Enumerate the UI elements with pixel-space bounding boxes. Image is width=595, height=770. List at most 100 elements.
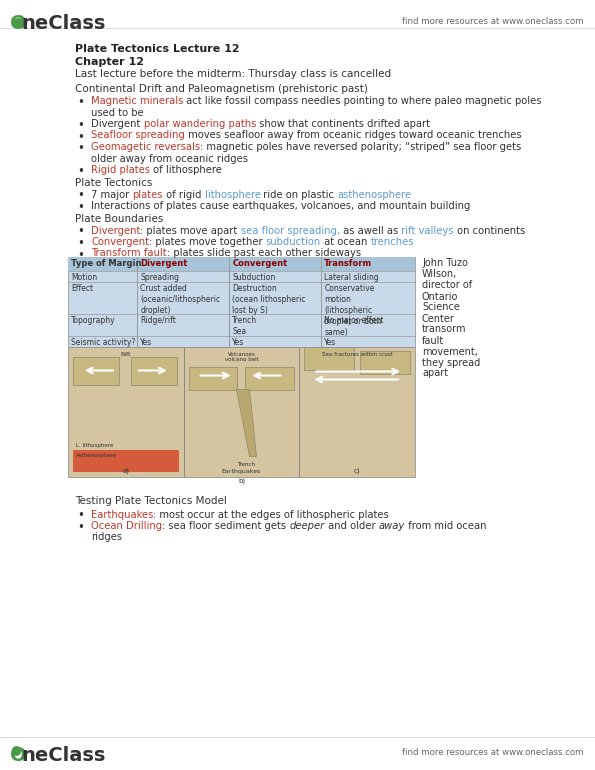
Text: subduction: subduction: [266, 237, 321, 247]
Text: Divergent: Divergent: [91, 119, 143, 129]
Text: Motion: Motion: [71, 273, 97, 282]
Text: Trench: Trench: [237, 461, 255, 467]
Bar: [304, 346, 354, 370]
Text: asthenosphere: asthenosphere: [337, 189, 412, 199]
Text: : plates move together: : plates move together: [149, 237, 266, 247]
Text: at ocean: at ocean: [321, 237, 371, 247]
Text: Crust added
(oceanic/lithospheric
droplet): Crust added (oceanic/lithospheric drople…: [140, 284, 221, 315]
Text: •: •: [77, 142, 84, 155]
Text: moves seafloor away from oceanic ridges toward oceanic trenches: moves seafloor away from oceanic ridges …: [185, 130, 521, 140]
Text: Sea fractures within crust: Sea fractures within crust: [322, 351, 393, 357]
Text: polar wandering paths: polar wandering paths: [143, 119, 256, 129]
Text: find more resources at www.oneclass.com: find more resources at www.oneclass.com: [402, 748, 583, 757]
Text: Yes: Yes: [140, 338, 153, 347]
Text: Plate Boundaries: Plate Boundaries: [75, 213, 164, 223]
Text: Conservative
motion
(lithospheric
droplet or both
same): Conservative motion (lithospheric drople…: [324, 284, 382, 337]
Text: neClass: neClass: [21, 14, 105, 33]
Text: •: •: [77, 201, 84, 214]
Text: •: •: [77, 189, 84, 203]
Bar: [360, 350, 410, 373]
Polygon shape: [236, 390, 256, 457]
Bar: [68, 346, 184, 477]
Text: and older: and older: [325, 521, 378, 531]
Text: Plate Tectonics: Plate Tectonics: [75, 178, 152, 188]
Text: •: •: [77, 249, 84, 262]
Text: of lithosphere: of lithosphere: [150, 165, 222, 175]
Text: Seismic activity?: Seismic activity?: [71, 338, 136, 347]
Text: show that continents drifted apart: show that continents drifted apart: [256, 119, 430, 129]
Text: Subduction: Subduction: [233, 273, 275, 282]
Text: Transform fault: Transform fault: [91, 249, 167, 259]
Text: away: away: [378, 521, 405, 531]
Text: : sea floor sediment gets: : sea floor sediment gets: [162, 521, 289, 531]
Text: Continental Drift and Paleomagnetism (prehistoric past): Continental Drift and Paleomagnetism (pr…: [75, 84, 368, 94]
Text: No major effect: No major effect: [324, 316, 384, 325]
Text: sea floor spreading,: sea floor spreading,: [241, 226, 340, 236]
Text: •: •: [77, 119, 84, 132]
Text: fault: fault: [422, 336, 444, 346]
Text: Transform: Transform: [324, 259, 372, 268]
Text: Rigid plates: Rigid plates: [91, 165, 150, 175]
Text: ●: ●: [10, 743, 21, 756]
Text: as awell as: as awell as: [340, 226, 401, 236]
Text: Lateral sliding: Lateral sliding: [324, 273, 379, 282]
Text: neClass: neClass: [21, 746, 105, 765]
Text: •: •: [77, 165, 84, 178]
Text: Rift: Rift: [121, 351, 131, 357]
Text: Seafloor spreading: Seafloor spreading: [91, 130, 185, 140]
Text: •: •: [77, 510, 84, 523]
Bar: [73, 357, 119, 384]
Text: Ontario: Ontario: [422, 292, 458, 302]
Text: : plates move apart: : plates move apart: [140, 226, 241, 236]
Text: act like fossil compass needles pointing to where paleo magnetic poles: act like fossil compass needles pointing…: [183, 96, 542, 106]
Text: Ocean Drilling: Ocean Drilling: [91, 521, 162, 531]
Text: : most occur at the edges of lithospheric plates: : most occur at the edges of lithospheri…: [154, 510, 389, 520]
Text: Geomagetic reversals: Geomagetic reversals: [91, 142, 200, 152]
Text: Wilson,: Wilson,: [422, 270, 457, 280]
Text: •: •: [77, 130, 84, 143]
Text: of rigid: of rigid: [163, 189, 205, 199]
Text: •: •: [77, 237, 84, 250]
Text: Plate Tectonics Lecture 12: Plate Tectonics Lecture 12: [75, 44, 240, 54]
Text: Spreading: Spreading: [140, 273, 180, 282]
Text: Destruction
(ocean lithospheric
lost by S): Destruction (ocean lithospheric lost by …: [233, 284, 306, 315]
Text: Yes: Yes: [324, 338, 337, 347]
Text: Topography: Topography: [71, 316, 115, 325]
Text: Type of Margin: Type of Margin: [71, 259, 142, 268]
Text: Convergent: Convergent: [233, 259, 287, 268]
Text: director of: director of: [422, 280, 472, 290]
Text: ride on plastic: ride on plastic: [261, 189, 337, 199]
Text: c): c): [354, 468, 361, 474]
Polygon shape: [245, 367, 295, 390]
Text: 7 major: 7 major: [91, 189, 132, 199]
Bar: [68, 256, 415, 346]
Text: Volcanoes
volcano belt: Volcanoes volcano belt: [225, 351, 258, 363]
Text: Last lecture before the midterm: Thursday class is cancelled: Last lecture before the midterm: Thursda…: [75, 69, 391, 79]
Polygon shape: [189, 367, 236, 390]
Bar: [184, 346, 299, 477]
Text: find more resources at www.oneclass.com: find more resources at www.oneclass.com: [402, 17, 583, 26]
Bar: [299, 346, 415, 477]
Text: plates: plates: [132, 189, 163, 199]
Text: Interactions of plates cause earthquakes, volcanoes, and mountain building: Interactions of plates cause earthquakes…: [91, 201, 471, 211]
Text: Convergent: Convergent: [91, 237, 149, 247]
Text: Testing Plate Tectonics Model: Testing Plate Tectonics Model: [75, 497, 227, 507]
Text: O: O: [10, 14, 27, 33]
Text: from mid ocean: from mid ocean: [405, 521, 486, 531]
Text: Divergent: Divergent: [91, 226, 140, 236]
Text: L. lithosphere: L. lithosphere: [76, 444, 113, 448]
Text: Yes: Yes: [233, 338, 245, 347]
Text: •: •: [77, 96, 84, 109]
Text: movement,: movement,: [422, 346, 478, 357]
Text: •: •: [77, 521, 84, 534]
Text: Chapter 12: Chapter 12: [75, 57, 144, 67]
Text: apart: apart: [422, 369, 448, 379]
Text: on continents: on continents: [454, 226, 525, 236]
Text: older away from oceanic ridges: older away from oceanic ridges: [91, 153, 248, 163]
Text: ridges: ridges: [91, 533, 122, 543]
Text: Trench
Sea: Trench Sea: [233, 316, 258, 336]
Text: Ridge/rift: Ridge/rift: [140, 316, 176, 325]
Text: transorm: transorm: [422, 324, 466, 334]
Text: Asthenosphere: Asthenosphere: [76, 454, 117, 458]
Text: lithosphere: lithosphere: [205, 189, 261, 199]
